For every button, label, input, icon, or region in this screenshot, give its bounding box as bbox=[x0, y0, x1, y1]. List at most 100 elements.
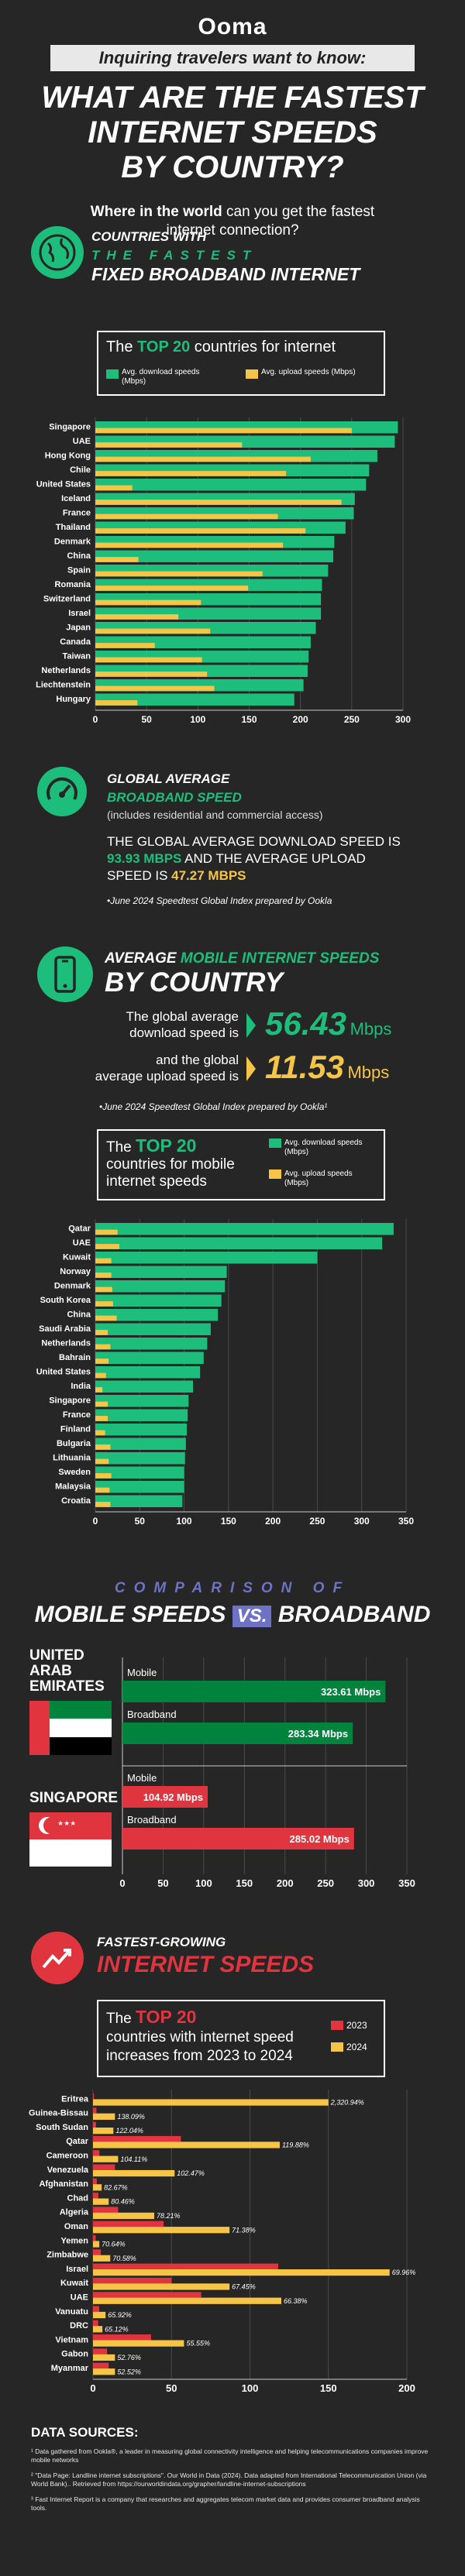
bar-upload bbox=[95, 428, 352, 434]
bar-2024 bbox=[93, 2198, 109, 2205]
bar-upload bbox=[95, 528, 306, 534]
category-label: South Korea bbox=[40, 1296, 91, 1305]
category-label: Denmark bbox=[54, 537, 91, 546]
bar-upload bbox=[95, 685, 215, 692]
page-title: WHAT ARE THE FASTEST INTERNET SPEEDS BY … bbox=[0, 81, 465, 185]
title-line: BY COUNTRY? bbox=[121, 150, 344, 184]
growth-percent-label: 67.45% bbox=[232, 2282, 256, 2290]
bar-download bbox=[95, 693, 294, 706]
global-head-line1: GLOBAL AVERAGE bbox=[107, 771, 230, 786]
category-label: Israel bbox=[66, 2265, 88, 2274]
bar-download bbox=[95, 1395, 189, 1407]
mobile-legend-swatch-download bbox=[269, 1139, 281, 1148]
bar-download bbox=[95, 1252, 318, 1264]
uae-flag bbox=[29, 1701, 112, 1755]
uae-label: UNITED ARAB EMIRATES bbox=[29, 1647, 105, 1695]
bar-2024 bbox=[93, 2241, 100, 2248]
bar-2024 bbox=[93, 2212, 154, 2220]
bar-download bbox=[95, 1223, 394, 1235]
comparison-head-line1: COMPARISON OF bbox=[114, 1580, 351, 1596]
x-tick-label: 200 bbox=[398, 2382, 415, 2394]
category-label: India bbox=[71, 1382, 91, 1391]
growth-percent-label: 119.88% bbox=[282, 2141, 309, 2148]
bar-download bbox=[95, 1338, 208, 1350]
bar-2023 bbox=[93, 2150, 100, 2157]
category-label: Denmark bbox=[54, 1281, 91, 1290]
fixed-head-line3: FIXED BROADBAND INTERNET bbox=[91, 264, 360, 284]
mobile-legend-download: Avg. download speeds (Mbps) bbox=[269, 1139, 370, 1157]
category-label: Singapore bbox=[49, 1396, 91, 1405]
bar-upload bbox=[95, 1244, 119, 1249]
bar-download bbox=[95, 479, 367, 491]
vs-badge: VS. bbox=[232, 1606, 272, 1627]
bar-value-label: 283.34 Mbps bbox=[288, 1728, 348, 1740]
fixed-box-top20: TOP 20 bbox=[137, 338, 191, 355]
category-label: China bbox=[67, 551, 91, 561]
bar-download bbox=[95, 1309, 219, 1321]
category-label: United States bbox=[36, 1367, 91, 1376]
global-fixed-note: (includes residential and commercial acc… bbox=[107, 809, 323, 821]
x-tick-label: 350 bbox=[398, 1877, 415, 1889]
globe-icon bbox=[31, 226, 84, 279]
bar-2023 bbox=[93, 2249, 102, 2256]
category-label: Gabon bbox=[61, 2350, 88, 2359]
bar-2023 bbox=[93, 2107, 97, 2114]
bar-2024 bbox=[93, 2354, 115, 2361]
growth-percent-label: 138.09% bbox=[117, 2113, 145, 2121]
sources-list: ¹ Data gathered from Ookla®, a leader in… bbox=[31, 2447, 434, 2512]
mobile-chart-legend-box: The TOP 20 countries for mobile internet… bbox=[97, 1129, 385, 1200]
subtitle-rest: can you get the fastest bbox=[222, 204, 375, 220]
bar-upload bbox=[95, 1372, 106, 1379]
category-label: UAE bbox=[73, 437, 91, 446]
category-label: Bulgaria bbox=[57, 1439, 91, 1448]
mobile-legend-swatch-upload bbox=[269, 1170, 281, 1179]
mobile-source: •June 2024 Speedtest Global Index prepar… bbox=[99, 1101, 328, 1112]
bar-upload bbox=[95, 557, 139, 562]
fixed-broadband-chart: 0 50 100 150 200 250 300 Singapore UAE Hong Kong C… bbox=[36, 417, 411, 725]
growth-percent-label: 2,320.94% bbox=[330, 2099, 364, 2107]
bar-2024 bbox=[93, 2169, 175, 2177]
bar-upload bbox=[95, 1301, 113, 1307]
bar-upload bbox=[95, 1444, 111, 1450]
bar-upload bbox=[95, 599, 202, 606]
category-label: Netherlands bbox=[41, 666, 91, 675]
x-tick-label: 150 bbox=[320, 2382, 337, 2394]
mobile-legend-upload: Avg. upload speeds (Mbps) bbox=[269, 1170, 370, 1188]
growth-legend-2023: 2023 bbox=[331, 2020, 367, 2031]
growth-percent-label: 82.67% bbox=[104, 2183, 128, 2191]
x-tick-label: 100 bbox=[242, 2382, 259, 2394]
mobile-speed-chart: 0 50 100 150 200 250 300 350 Qatar UAE Kuwait Norwa… bbox=[36, 1219, 414, 1527]
growth-percent-label: 104.11% bbox=[120, 2155, 147, 2163]
x-tick-label: 150 bbox=[221, 1516, 236, 1527]
bar-download bbox=[95, 1280, 226, 1293]
bar-download bbox=[95, 1380, 194, 1393]
growth-percent-label: 102.47% bbox=[177, 2169, 205, 2177]
bar-2023 bbox=[93, 2306, 100, 2313]
x-tick-label: 100 bbox=[195, 1877, 212, 1889]
bar-upload bbox=[95, 1273, 112, 1278]
mobile-dl-unit: Mbps bbox=[350, 1019, 392, 1039]
category-label: Romania bbox=[55, 580, 91, 589]
flag-star-icon: ★★★ bbox=[57, 1819, 77, 1827]
category-label: Israel bbox=[68, 609, 91, 618]
bar-group-label: Mobile bbox=[127, 1667, 157, 1678]
title-line: WHAT ARE THE FASTEST bbox=[41, 81, 424, 115]
growth-percent-label: 69.96% bbox=[392, 2269, 416, 2276]
category-label: Qatar bbox=[68, 1224, 91, 1233]
x-tick-label: 100 bbox=[177, 1516, 192, 1527]
mobile-heading: AVERAGE MOBILE INTERNET SPEEDS BY COUNTR… bbox=[105, 950, 380, 998]
bar-2023 bbox=[93, 2135, 181, 2143]
x-tick-label: 250 bbox=[344, 714, 360, 725]
category-label: Algeria bbox=[60, 2208, 89, 2217]
fixed-head-line2: THE FASTEST bbox=[91, 248, 258, 263]
bar-download bbox=[95, 1466, 184, 1479]
bar-2023 bbox=[93, 2362, 109, 2369]
category-label: Norway bbox=[60, 1267, 91, 1276]
bar-upload bbox=[95, 1458, 109, 1465]
legend-download: Avg. download speeds (Mbps) bbox=[106, 368, 238, 386]
growth-percent-label: 66.38% bbox=[284, 2297, 308, 2305]
bar-upload bbox=[95, 1315, 117, 1321]
category-label: United States bbox=[36, 479, 91, 489]
bar-upload bbox=[95, 628, 211, 634]
growth-chart: 0 50 100 150 200 Eritrea 2,320.94% Guinea-Bissa… bbox=[29, 2090, 416, 2394]
